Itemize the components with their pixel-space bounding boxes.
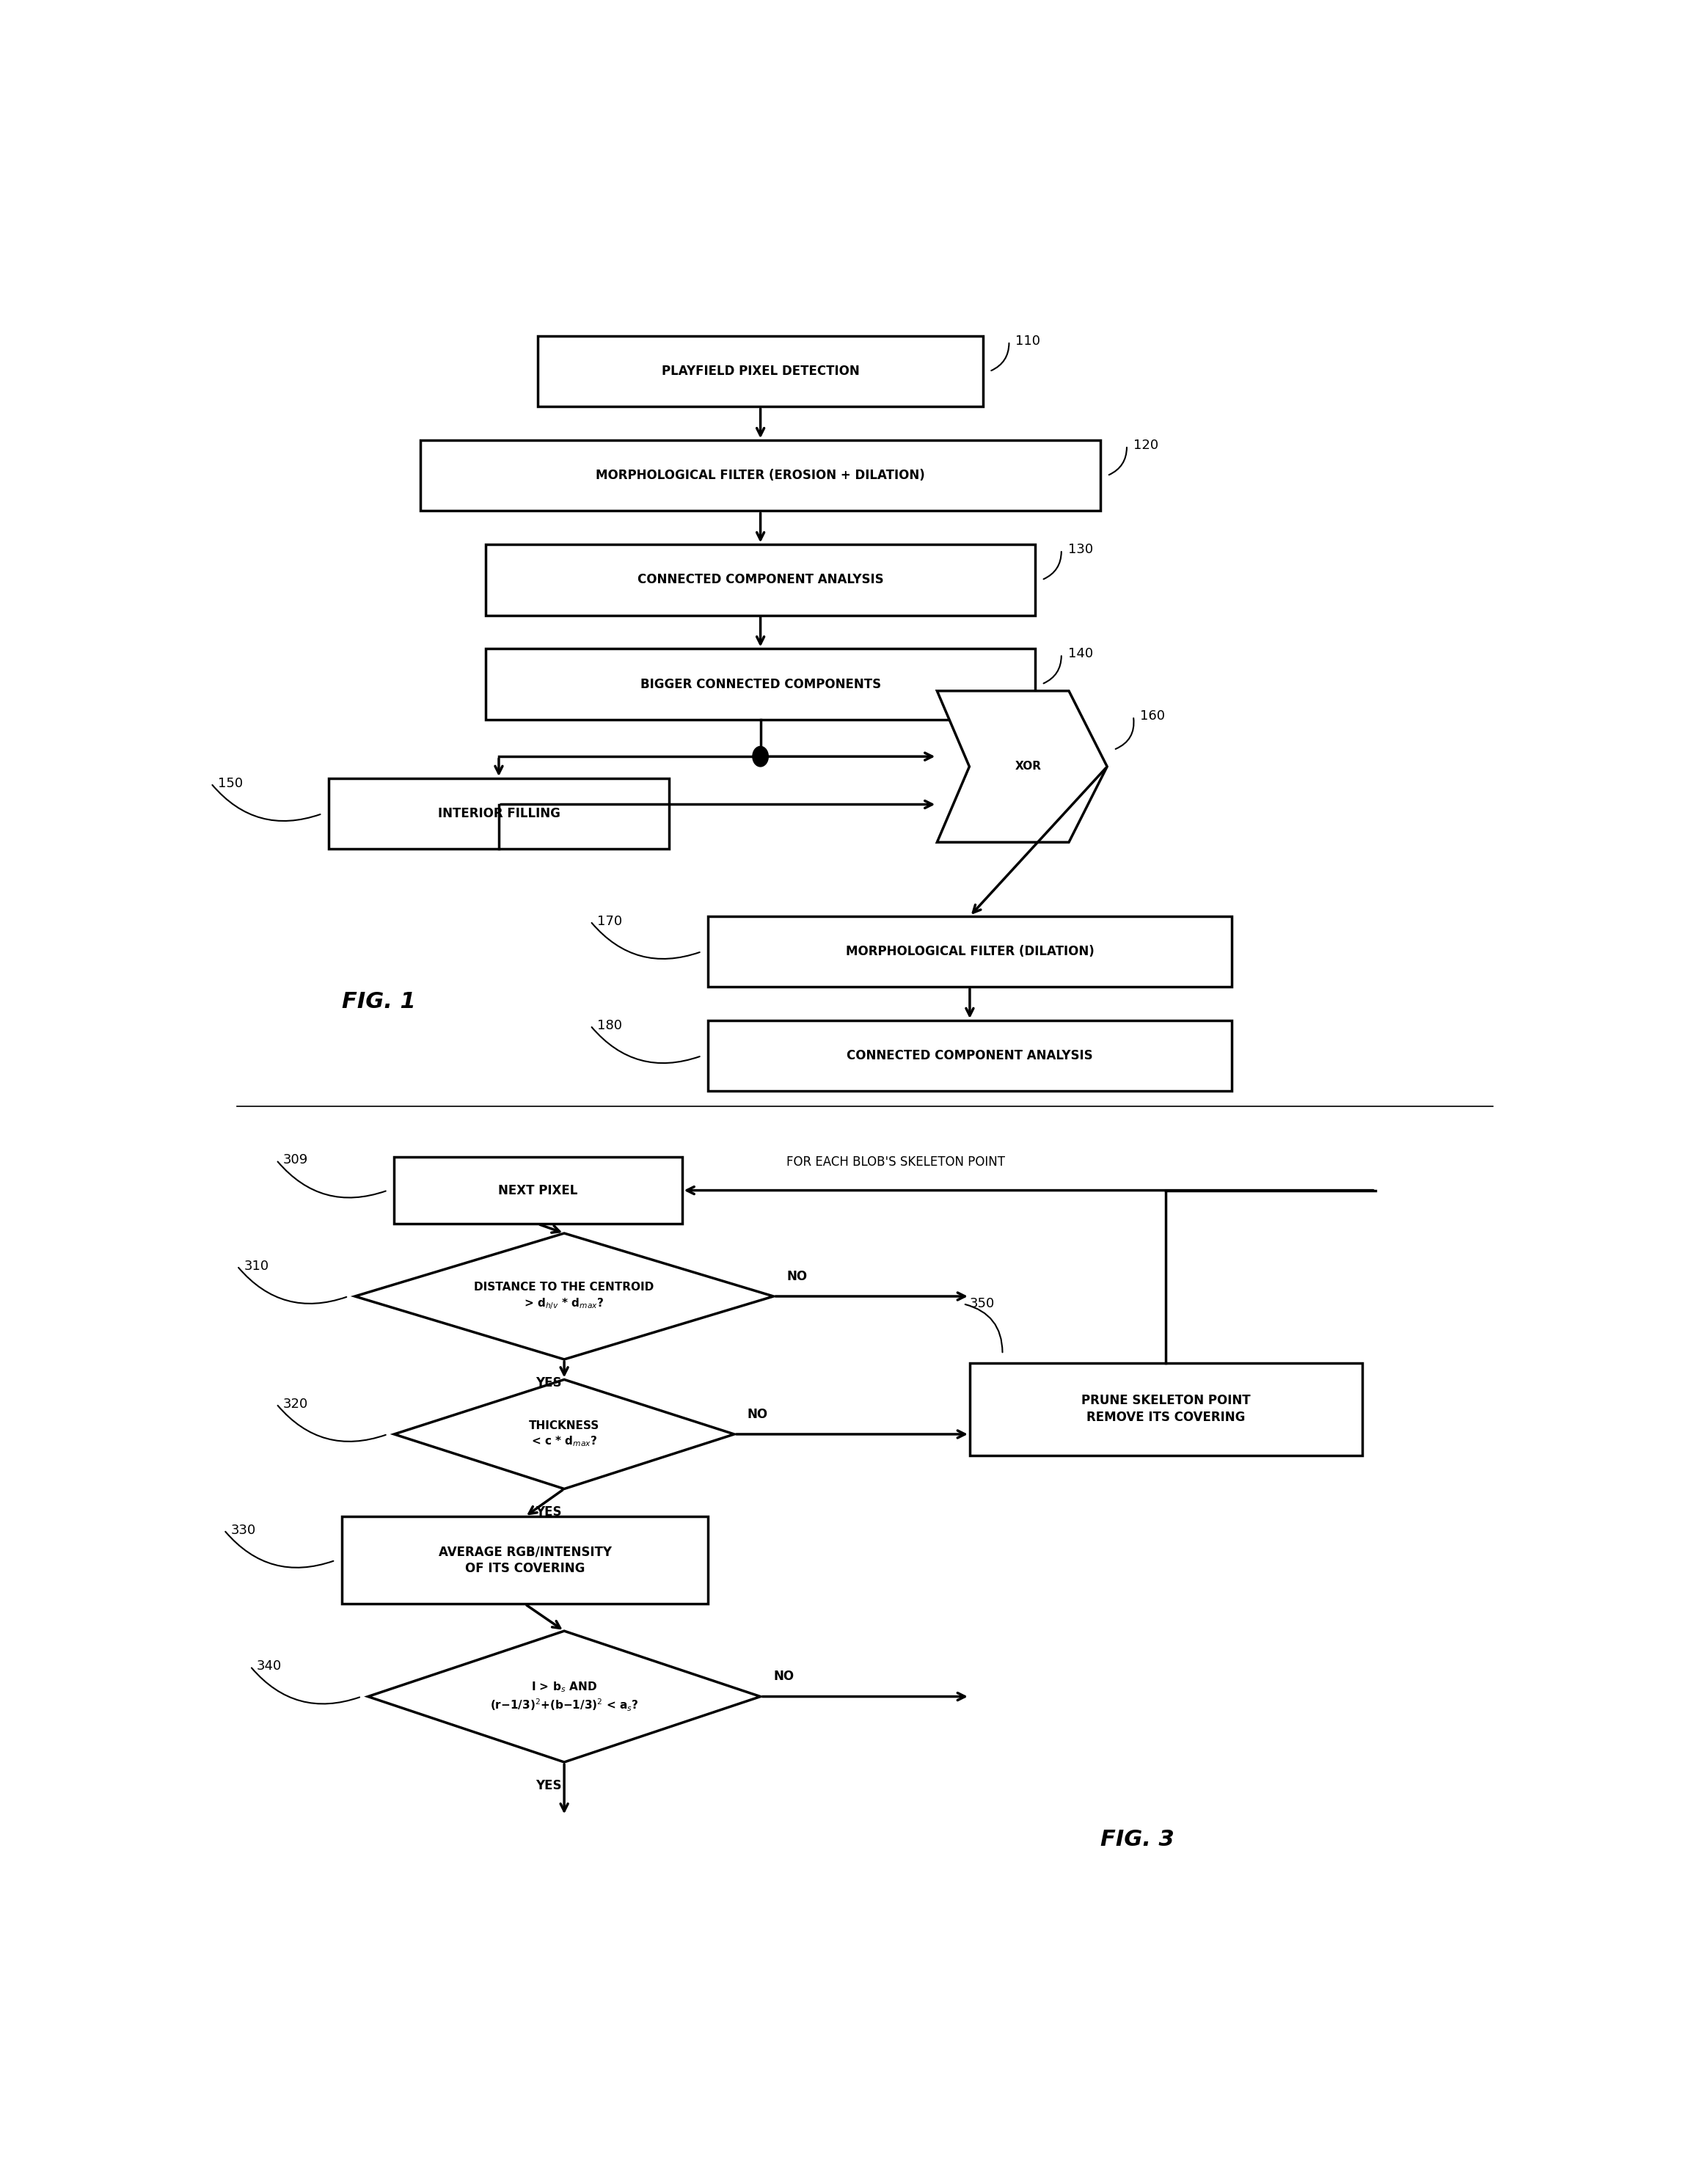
Text: 330: 330	[231, 1524, 257, 1538]
Text: 160: 160	[1139, 710, 1165, 723]
Text: 110: 110	[1016, 334, 1040, 347]
Text: DISTANCE TO THE CENTROID
> d$_{h/v}$ * d$_{max}$?: DISTANCE TO THE CENTROID > d$_{h/v}$ * d…	[474, 1282, 655, 1310]
FancyBboxPatch shape	[341, 1516, 709, 1603]
Text: CONNECTED COMPONENT ANALYSIS: CONNECTED COMPONENT ANALYSIS	[847, 1048, 1092, 1061]
Text: MORPHOLOGICAL FILTER (EROSION + DILATION): MORPHOLOGICAL FILTER (EROSION + DILATION…	[596, 470, 925, 483]
FancyBboxPatch shape	[395, 1158, 682, 1223]
Text: 140: 140	[1069, 646, 1092, 660]
Text: INTERIOR FILLING: INTERIOR FILLING	[437, 808, 560, 821]
Text: NO: NO	[773, 1671, 793, 1684]
FancyBboxPatch shape	[969, 1363, 1362, 1455]
FancyBboxPatch shape	[709, 917, 1232, 987]
Text: I > b$_s$ AND
(r−1/3)$^2$+(b−1/3)$^2$ < a$_s$?: I > b$_s$ AND (r−1/3)$^2$+(b−1/3)$^2$ < …	[490, 1679, 638, 1712]
Text: 350: 350	[969, 1297, 994, 1310]
Text: NO: NO	[748, 1406, 768, 1422]
Text: AVERAGE RGB/INTENSITY
OF ITS COVERING: AVERAGE RGB/INTENSITY OF ITS COVERING	[439, 1546, 611, 1575]
Text: 309: 309	[284, 1153, 309, 1166]
Polygon shape	[354, 1234, 773, 1358]
Text: 340: 340	[257, 1660, 282, 1673]
Text: FOR EACH BLOB'S SKELETON POINT: FOR EACH BLOB'S SKELETON POINT	[787, 1155, 1006, 1168]
Text: 180: 180	[598, 1020, 621, 1033]
Text: FIG. 3: FIG. 3	[1101, 1828, 1175, 1850]
Text: 120: 120	[1133, 439, 1158, 452]
Text: PLAYFIELD PIXEL DETECTION: PLAYFIELD PIXEL DETECTION	[662, 365, 859, 378]
Text: YES: YES	[535, 1780, 562, 1793]
FancyBboxPatch shape	[486, 544, 1035, 616]
Text: BIGGER CONNECTED COMPONENTS: BIGGER CONNECTED COMPONENTS	[640, 677, 881, 690]
Text: FIG. 1: FIG. 1	[341, 992, 415, 1013]
Text: PRUNE SKELETON POINT
REMOVE ITS COVERING: PRUNE SKELETON POINT REMOVE ITS COVERING	[1082, 1393, 1251, 1424]
Text: 320: 320	[284, 1398, 309, 1411]
FancyBboxPatch shape	[329, 778, 668, 850]
Text: 150: 150	[218, 778, 243, 791]
Text: MORPHOLOGICAL FILTER (DILATION): MORPHOLOGICAL FILTER (DILATION)	[846, 946, 1094, 959]
FancyBboxPatch shape	[709, 1020, 1232, 1092]
Text: CONNECTED COMPONENT ANALYSIS: CONNECTED COMPONENT ANALYSIS	[638, 574, 883, 587]
Text: YES: YES	[535, 1376, 562, 1389]
Polygon shape	[937, 690, 1107, 843]
FancyBboxPatch shape	[538, 336, 982, 406]
FancyBboxPatch shape	[486, 649, 1035, 719]
Text: 130: 130	[1069, 544, 1092, 557]
Polygon shape	[368, 1631, 760, 1762]
Text: THICKNESS
< c * d$_{max}$?: THICKNESS < c * d$_{max}$?	[528, 1420, 599, 1448]
FancyBboxPatch shape	[420, 441, 1101, 511]
Text: 310: 310	[243, 1260, 268, 1273]
Text: 170: 170	[598, 915, 621, 928]
Text: NEXT PIXEL: NEXT PIXEL	[498, 1184, 577, 1197]
Polygon shape	[395, 1380, 734, 1489]
Circle shape	[753, 747, 768, 767]
Text: YES: YES	[535, 1505, 562, 1518]
Text: NO: NO	[787, 1269, 807, 1282]
Text: XOR: XOR	[1016, 760, 1041, 773]
